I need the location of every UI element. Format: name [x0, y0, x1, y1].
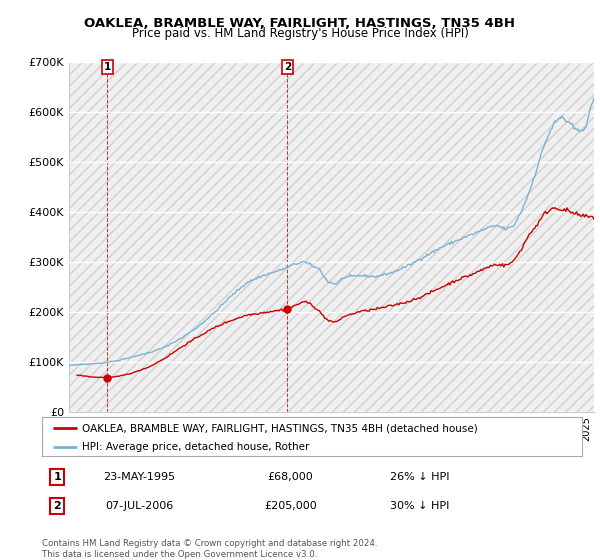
Text: £68,000: £68,000: [268, 472, 313, 482]
Text: 30% ↓ HPI: 30% ↓ HPI: [391, 501, 449, 511]
Text: OAKLEA, BRAMBLE WAY, FAIRLIGHT, HASTINGS, TN35 4BH: OAKLEA, BRAMBLE WAY, FAIRLIGHT, HASTINGS…: [85, 17, 515, 30]
Text: 2: 2: [284, 62, 291, 72]
Text: 1: 1: [53, 472, 61, 482]
Text: Contains HM Land Registry data © Crown copyright and database right 2024.
This d: Contains HM Land Registry data © Crown c…: [42, 539, 377, 559]
Bar: [69, 62, 594, 412]
Text: £205,000: £205,000: [264, 501, 317, 511]
Text: OAKLEA, BRAMBLE WAY, FAIRLIGHT, HASTINGS, TN35 4BH (detached house): OAKLEA, BRAMBLE WAY, FAIRLIGHT, HASTINGS…: [83, 423, 478, 433]
Text: 23-MAY-1995: 23-MAY-1995: [103, 472, 175, 482]
Text: 26% ↓ HPI: 26% ↓ HPI: [390, 472, 450, 482]
Text: 2: 2: [53, 501, 61, 511]
Text: Price paid vs. HM Land Registry's House Price Index (HPI): Price paid vs. HM Land Registry's House …: [131, 27, 469, 40]
Text: HPI: Average price, detached house, Rother: HPI: Average price, detached house, Roth…: [83, 442, 310, 451]
Text: 1: 1: [104, 62, 111, 72]
Text: 07-JUL-2006: 07-JUL-2006: [105, 501, 173, 511]
